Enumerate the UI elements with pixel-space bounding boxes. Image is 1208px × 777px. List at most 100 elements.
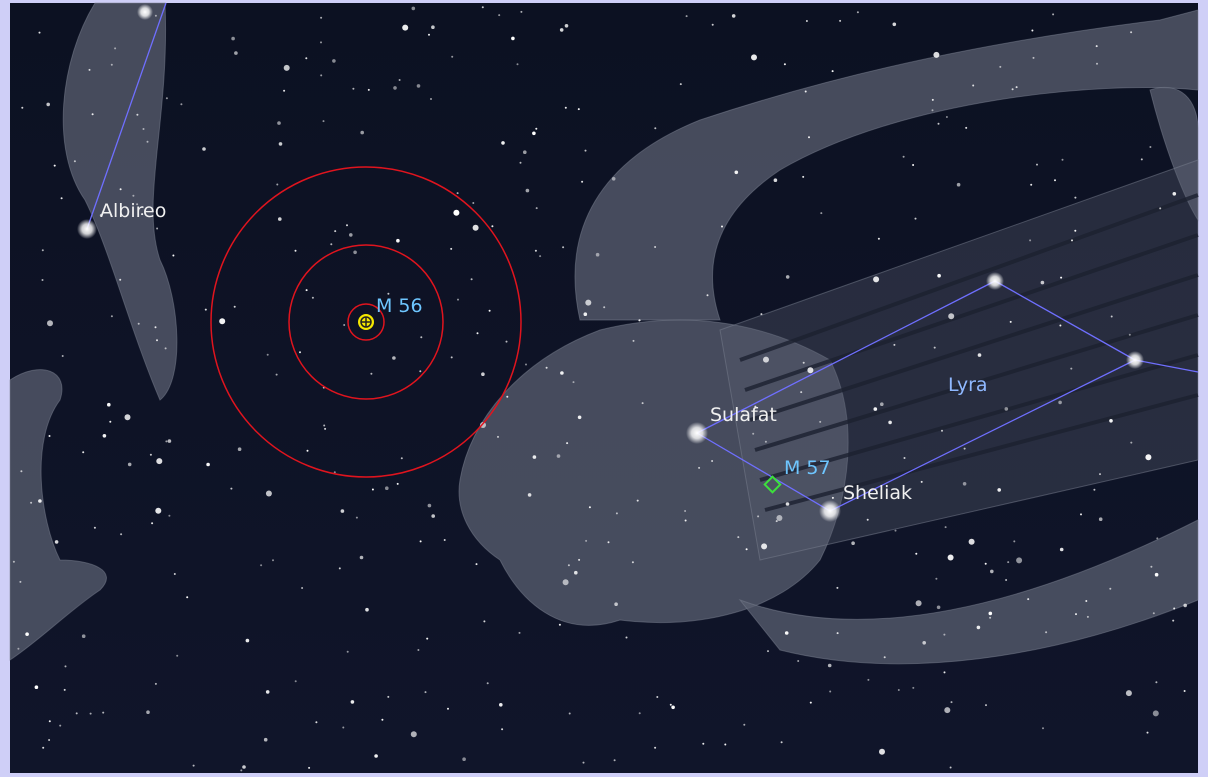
star [874,407,878,411]
star [851,541,855,545]
star [573,381,575,383]
star [506,341,508,343]
star [785,631,789,635]
star [1153,710,1159,716]
star [498,14,500,16]
star [965,127,967,129]
star [482,6,484,8]
star [82,451,84,453]
star [341,509,345,513]
star [684,510,686,512]
star [1111,316,1113,318]
star [638,319,640,321]
star [873,276,879,282]
star [721,226,723,228]
star [589,506,591,508]
star [320,17,322,19]
star [752,433,754,435]
star [1130,442,1132,444]
star [430,98,432,100]
star [299,351,301,353]
star [829,691,831,693]
star [1041,281,1045,285]
star [1093,489,1095,491]
star [356,517,358,519]
star [569,713,571,715]
star [751,54,757,60]
star [64,689,66,691]
star [997,488,1001,492]
star [574,571,578,575]
star [832,70,834,72]
star [520,162,522,164]
star [523,150,527,154]
star [295,250,297,252]
star [1141,158,1143,160]
star [867,679,869,681]
star [937,274,941,278]
star [776,520,778,522]
star [399,79,401,81]
star [1029,239,1031,241]
star [349,233,353,237]
star [42,279,44,281]
star [633,340,635,342]
star [156,339,158,341]
star [82,634,86,638]
star [1130,31,1132,33]
star [501,728,503,730]
star [1075,613,1077,615]
star [520,11,522,13]
star [765,441,767,443]
star [451,56,453,58]
star [272,559,274,561]
star-label: Sulafat [710,404,777,426]
star [431,514,435,518]
star [1059,325,1061,327]
star [267,354,269,356]
star [13,561,15,563]
star [365,608,369,612]
star [656,696,658,698]
star [497,436,499,438]
star [578,559,580,561]
star [420,336,422,338]
star [989,612,993,616]
star [450,248,452,250]
star [19,581,21,583]
star [1071,239,1073,241]
star [941,430,943,432]
star [374,754,378,758]
star [839,20,841,22]
star [711,460,713,462]
star [457,192,459,194]
star [283,90,285,92]
star [963,482,967,486]
star [46,103,50,107]
star [1027,598,1029,600]
star [347,651,349,653]
star [279,142,283,146]
star [428,34,430,36]
star [895,530,897,532]
star [353,251,357,255]
star [1010,321,1012,323]
star [786,502,790,506]
star [565,107,567,109]
star [103,434,107,438]
star [343,324,345,326]
star [155,15,157,17]
star [1096,63,1098,65]
star [888,421,892,425]
star [20,470,22,472]
star [938,123,940,125]
star [1052,13,1054,15]
star [525,364,527,366]
star [55,540,59,544]
star [155,683,157,685]
sky-view[interactable]: Albireo M 56 Lyra Sulafat M 57 Sheliak [0,0,1208,777]
star [107,403,111,407]
star [451,356,453,358]
star [810,702,812,704]
star [562,246,564,248]
